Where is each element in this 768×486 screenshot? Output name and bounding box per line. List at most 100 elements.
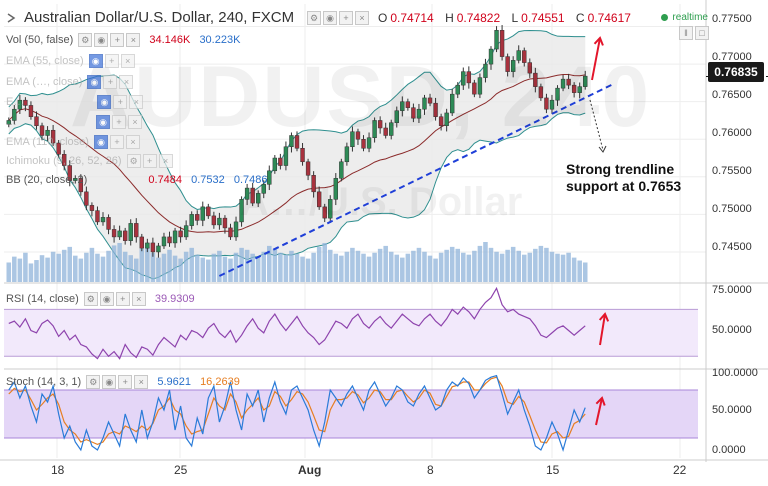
legend-ema-110-add-icon[interactable]: + [110,135,125,149]
price-tick-0: 0.77500 [712,13,752,25]
volume-bar [521,254,527,282]
volume-bar [122,251,128,282]
time-tick-aug: Aug [298,463,322,477]
volume-bar [582,262,588,282]
legend-volume-add-icon[interactable]: + [110,33,125,47]
candle-body [239,199,244,223]
collapse-chevron-icon[interactable] [6,11,16,29]
candle-body [494,30,499,50]
legend-rsi-close-icon[interactable]: × [131,292,146,306]
legend-ma-4-label: … [6,115,17,128]
volume-bar [139,248,145,282]
legend-stoch-label: Stoch (14, 3, 1) [6,375,82,388]
volume-bar [361,253,366,282]
settings-chip[interactable]: ⚙ [307,10,321,25]
legend-rsi[interactable]: RSI (14, close) ⚙ ◉ + × 39.9309 [6,292,195,306]
rsi-pane [4,286,768,370]
ohlc-close-key: C [575,11,585,25]
candle-body [34,116,39,126]
volume-bar [95,253,100,282]
volume-bar [194,254,200,282]
legend-ema-2-close-icon[interactable]: × [119,75,134,89]
candle-body [571,84,577,93]
legend-ema-3-add-icon[interactable]: + [113,95,128,109]
volume-bar [516,250,521,282]
candle-body [383,127,388,136]
volume-bar [106,250,111,282]
candle-body [28,105,34,117]
price-tick-6: 0.74500 [712,241,752,253]
legend-rsi-eye-icon[interactable]: ◉ [99,292,114,306]
legend-ema-2-eye-icon[interactable]: ◉ [87,75,102,89]
candle-body [39,125,45,136]
legend-volume-settings-icon[interactable]: ⚙ [78,33,93,47]
pane-minimize-button[interactable]: ‖ [679,26,693,40]
legend-bollinger[interactable]: BB (20, close, 2) 0.7484 0.7532 0.7486 [6,174,267,186]
legend-volume-eye-icon[interactable]: ◉ [94,33,109,47]
legend-ema-3[interactable]: E… ◉ + × [6,95,144,109]
legend-stoch[interactable]: Stoch (14, 3, 1) ⚙ ◉ + × 5.9621 16.2639 [6,375,240,389]
candle-body [62,154,67,166]
candle-body [167,236,172,244]
candle-body [361,138,366,149]
volume-bar [566,252,571,282]
volume-bar [422,251,427,282]
legend-ema-110-close-icon[interactable]: × [126,135,141,149]
legend-ema-3-close-icon[interactable]: × [129,95,144,109]
candle-body [505,56,510,72]
legend-ma-4-close-icon[interactable]: × [128,115,143,129]
add-chip[interactable]: + [339,10,353,25]
volume-bar [6,262,12,282]
candle-body [122,230,128,241]
legend-ema-2-add-icon[interactable]: + [103,75,118,89]
legend-stoch-close-icon[interactable]: × [134,375,149,389]
candle-body [117,230,122,238]
candle-body [206,206,211,217]
candle-body [438,116,444,126]
rsi-band-fill [4,309,698,357]
volume-bar [150,252,156,282]
pane-maximize-button[interactable]: □ [695,26,709,40]
legend-ema-55-eye-icon[interactable]: ◉ [88,54,103,68]
legend-ema-2[interactable]: EMA (…, close) ◉ + × [6,75,134,89]
legend-ema-55-add-icon[interactable]: + [104,54,119,68]
legend-ichimoku-settings-icon[interactable]: ⚙ [126,154,141,168]
legend-ema-110[interactable]: EMA (110, close) ◉ + × [6,135,141,149]
price-tick-3: 0.76000 [712,127,752,139]
legend-volume[interactable]: Vol (50, false) ⚙ ◉ + × 34.146K 30.223K [6,33,240,47]
legend-ema-110-eye-icon[interactable]: ◉ [94,135,109,149]
legend-stoch-add-icon[interactable]: + [118,375,133,389]
candle-body [50,129,56,144]
legend-ema-55[interactable]: EMA (55, close) ◉ + × [6,54,135,68]
candle-body [211,215,217,226]
ohlc-high-value: 0.74822 [456,11,501,25]
volume-bar [222,256,228,282]
legend-ma-4-eye-icon[interactable]: ◉ [96,115,111,129]
legend-stoch-settings-icon[interactable]: ⚙ [86,375,101,389]
legend-rsi-settings-icon[interactable]: ⚙ [83,292,98,306]
legend-ema-55-close-icon[interactable]: × [120,54,135,68]
candle-body [178,230,183,238]
legend-ichimoku[interactable]: Ichimoku (9, 26, 52, 26) ⚙ + × [6,154,173,168]
candle-body [17,99,23,110]
candle-body [283,146,289,166]
legend-ema-3-eye-icon[interactable]: ◉ [97,95,112,109]
volume-bar [89,247,95,282]
ohlc-high-key: H [445,11,454,25]
legend-volume-close-icon[interactable]: × [126,33,141,47]
volume-bar [527,252,533,282]
legend-rsi-add-icon[interactable]: + [115,292,130,306]
candle-body [566,78,571,86]
legend-ma-4[interactable]: … ◉ + × [6,115,143,129]
remove-chip[interactable]: × [355,10,369,25]
legend-ichimoku-add-icon[interactable]: + [142,154,157,168]
legend-ma-4-add-icon[interactable]: + [112,115,127,129]
legend-stoch-eye-icon[interactable]: ◉ [102,375,117,389]
volume-bar [427,255,433,282]
legend-ichimoku-close-icon[interactable]: × [158,154,173,168]
candle-body [128,223,133,241]
candle-body [272,157,278,172]
visibility-chip[interactable]: ◉ [323,10,337,25]
candle-body [217,217,222,226]
annotation-line-1: Strong trendline [566,161,675,177]
